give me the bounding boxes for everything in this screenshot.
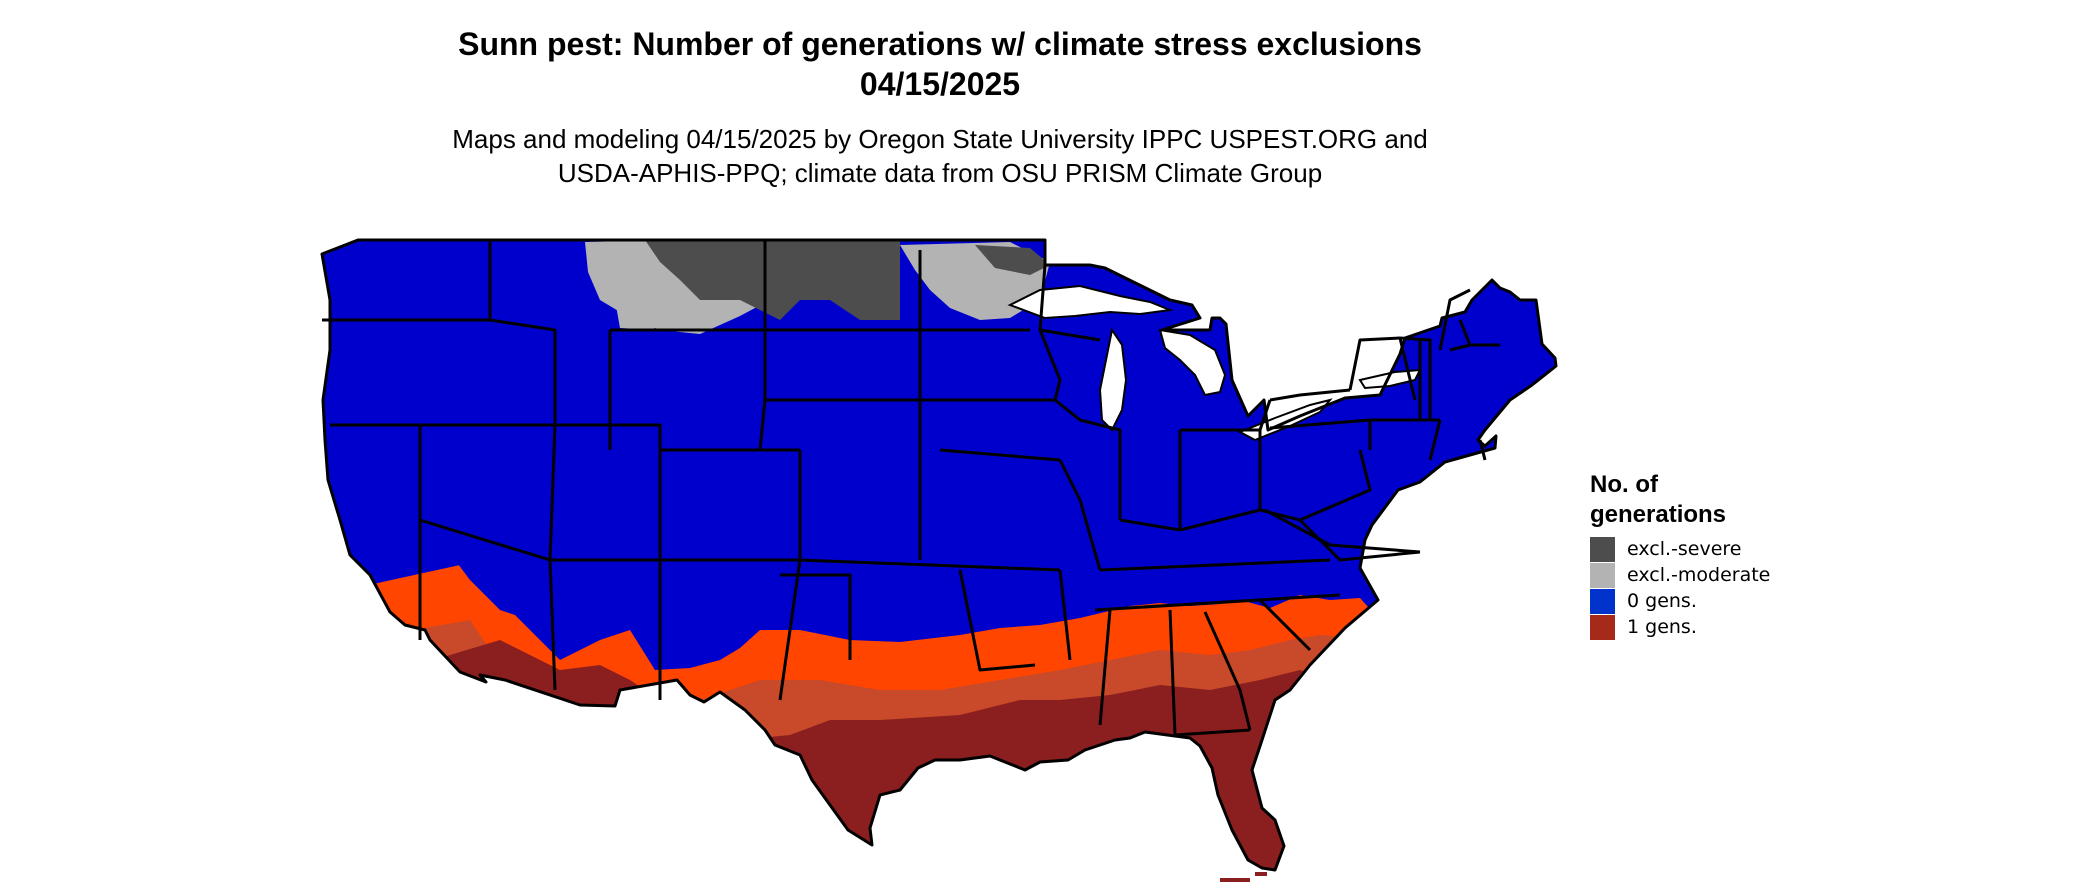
severe-exclusion-region-east [975, 245, 1050, 275]
legend-items: excl.-severe excl.-moderate 0 gens. 1 gens. [1590, 536, 1790, 640]
legend-item: 0 gens. [1590, 588, 1790, 614]
legend-label: 1 gens. [1627, 616, 1697, 638]
legend-swatch [1590, 588, 1615, 614]
map-subtitle-line2: USDA-APHIS-PPQ; climate data from OSU PR… [557, 158, 1323, 188]
florida-keys [1220, 872, 1267, 882]
legend-label: excl.-severe [1627, 538, 1742, 560]
lake-michigan [1098, 327, 1128, 432]
map-title-line1: Sunn pest: Number of generations w/ clim… [458, 26, 1422, 62]
legend-title-line1: No. of [1590, 471, 1658, 498]
legend-title-line2: generations [1590, 501, 1727, 528]
map-subtitle-line1: Maps and modeling 04/15/2025 by Oregon S… [452, 124, 1428, 154]
map-subtitle: Maps and modeling 04/15/2025 by Oregon S… [0, 122, 1880, 190]
severe-exclusion-region [645, 240, 900, 320]
map-title: Sunn pest: Number of generations w/ clim… [0, 24, 1880, 104]
map-title-date: 04/15/2025 [859, 66, 1021, 102]
state-borders [320, 238, 1558, 872]
zero-gens-desert-island [440, 530, 540, 620]
lake-ontario [1358, 368, 1422, 390]
great-lakes [1007, 284, 1422, 442]
lake-huron [1158, 328, 1227, 397]
legend: No. of generations excl.-severe excl.-mod… [1590, 470, 1790, 640]
legend-swatch [1590, 536, 1615, 562]
legend-swatch [1590, 614, 1615, 640]
legend-item: excl.-severe [1590, 536, 1790, 562]
legend-item: 1 gens. [1590, 614, 1790, 640]
legend-label: excl.-moderate [1627, 564, 1771, 586]
legend-swatch [1590, 562, 1615, 588]
legend-title: No. of generations [1590, 470, 1790, 530]
lake-superior [1007, 284, 1174, 320]
moderate-exclusion-region-west [615, 300, 655, 330]
legend-label: 0 gens. [1627, 590, 1697, 612]
legend-item: excl.-moderate [1590, 562, 1790, 588]
